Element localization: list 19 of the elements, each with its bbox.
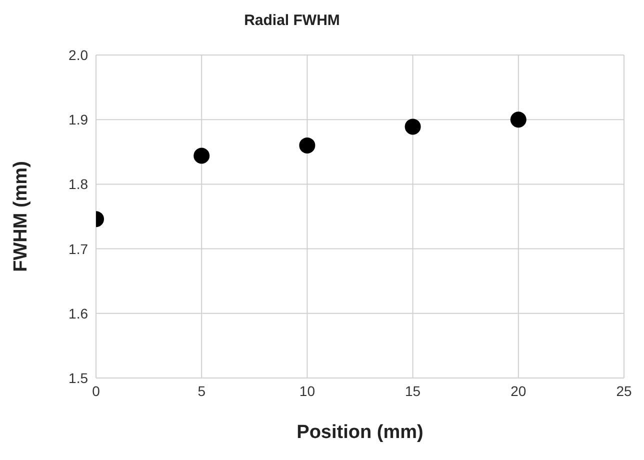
y-tick-label: 1.8 (68, 176, 88, 192)
x-tick-label: 20 (510, 382, 526, 399)
x-tick-label: 15 (405, 382, 421, 399)
x-tick-label: 25 (616, 382, 632, 399)
x-axis-title: Position (mm) (296, 422, 424, 443)
point (194, 148, 210, 164)
y-tick-label: 1.7 (68, 240, 88, 257)
y-tick-label: 1.9 (68, 112, 88, 128)
x-tick-label: 5 (198, 382, 206, 399)
y-tick-label: 1.6 (68, 305, 88, 322)
y-axis-title: FWHM (mm) (10, 161, 32, 272)
point (510, 112, 526, 128)
x-tick-label: 0 (92, 382, 100, 399)
x-tick-label: 10 (299, 382, 316, 399)
y-tick-label: 2.0 (68, 46, 88, 63)
point (299, 137, 316, 154)
point (404, 118, 421, 135)
chart-title: Radial FWHM (243, 12, 341, 29)
y-tick-label: 1.5 (68, 370, 88, 386)
